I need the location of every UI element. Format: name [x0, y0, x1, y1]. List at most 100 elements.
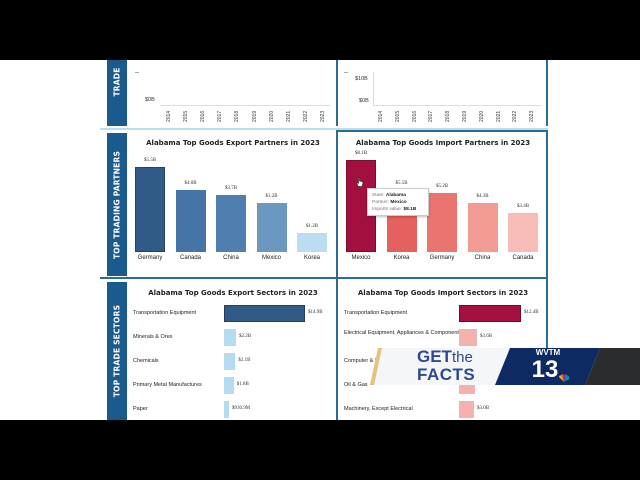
import-trend-xtick-2017: 2017	[428, 110, 435, 122]
get-the-facts-logo: GETthe FACTS	[417, 348, 475, 383]
export-trend-baseline	[160, 105, 330, 106]
import-trend-xtick-2014: 2014	[378, 110, 384, 122]
export-partners-bar-0	[135, 167, 165, 252]
export-sectors-value-label-4: $930.9M	[232, 406, 251, 411]
export-partners-bar-1	[175, 190, 206, 252]
import-partners-bar-4	[508, 213, 538, 252]
export-trend-xtick-2023: 2023	[319, 110, 326, 122]
row-band-trade: TRADE	[107, 60, 127, 126]
import-partners-title: Alabama Top Goods Import Partners in 202…	[355, 139, 531, 147]
divider-row1	[100, 128, 548, 130]
chart-tooltip: State: Alabama Partner: Mexico Imports v…	[367, 188, 429, 216]
import-sectors-value-label-4: $3.0B	[477, 406, 490, 411]
import-trend-xtick-2020: 2020	[478, 110, 485, 122]
hand-pointer-icon	[356, 177, 364, 187]
divider-top-center	[336, 60, 338, 126]
tooltip-state-label: State:	[372, 193, 385, 198]
import-sectors-category-label-4: Machinery, Except Electrical	[344, 406, 413, 412]
row-label-trade: TRADE	[112, 67, 122, 97]
export-trend-xtick-2018: 2018	[234, 110, 241, 122]
divider-top-right	[546, 60, 548, 126]
export-partners-title: Alabama Top Goods Export Partners in 202…	[146, 139, 320, 147]
export-sectors-category-label-1: Minerals & Ores	[133, 334, 173, 340]
logo-facts: FACTS	[417, 365, 476, 384]
import-partners-bar-3	[467, 203, 498, 252]
export-partners-bar-2	[216, 194, 246, 252]
import-sectors-value-label-1: $3.6B	[480, 334, 493, 339]
export-sectors-category-label-2: Chemicals	[133, 358, 159, 364]
export-sectors-bar-2	[224, 353, 236, 370]
import-partners-value-label-0: $8.1B	[354, 151, 368, 156]
import-trend-xtick-2015: 2015	[394, 110, 401, 122]
import-partners-value-label-2: $5.2B	[435, 183, 449, 189]
tooltip-partner-row: Partner: Mexico	[372, 199, 424, 206]
row-band-sectors: TOP TRADE SECTORS	[107, 282, 127, 420]
export-sectors-category-label-4: Paper	[133, 406, 148, 412]
export-trend-xtick-2020: 2020	[268, 110, 275, 122]
import-trend-ytick-1: $10B	[355, 76, 368, 82]
lower-third-background	[370, 348, 640, 385]
export-sectors-category-label-0: Transportation Equipment	[133, 310, 197, 316]
export-partners-value-label-1: $4.0B	[184, 181, 197, 187]
export-trend-xtick-2016: 2016	[200, 110, 207, 122]
tooltip-state-row: State: Alabama	[372, 192, 424, 199]
divider-mid-right	[546, 130, 548, 277]
export-trend-xtick-2019: 2019	[251, 110, 258, 122]
export-trend-xtick-2021: 2021	[285, 110, 292, 122]
export-partners-value-label-2: $3.7B	[224, 185, 238, 191]
logo-the: the	[451, 349, 473, 366]
export-trend-ytick-0: $0B	[145, 97, 155, 103]
import-partners-category-label-1: Korea	[393, 255, 410, 261]
export-sectors-value-label-3: $1.8B	[236, 382, 249, 387]
import-partners-category-label-0: Mexico	[351, 255, 371, 261]
divider-bottom-center	[336, 279, 338, 420]
import-trend-xtick-2021: 2021	[495, 110, 502, 122]
tooltip-partner-value: Mexico	[390, 200, 407, 205]
row-band-partners: TOP TRADING PARTNERS	[107, 133, 127, 276]
row-label-sectors: TOP TRADE SECTORS	[112, 304, 122, 398]
export-sectors-category-label-3: Primary Metal Manufactures	[133, 382, 202, 388]
import-sectors-bar-4	[459, 401, 474, 418]
import-sectors-category-label-3: Oil & Gas	[344, 382, 368, 388]
import-trend-baseline	[373, 105, 541, 106]
export-partners-value-label-3: $3.2B	[265, 193, 278, 199]
import-trend-ytick-0: $0B	[359, 98, 369, 104]
export-partners-category-label-1: Canada	[179, 255, 202, 261]
import-partners-category-label-4: Canada	[512, 255, 534, 261]
export-sectors-value-label-2: $2.1B	[238, 358, 251, 363]
import-sectors-category-label-1: Electrical Equipment, Appliances & Compo…	[344, 330, 462, 336]
peacock-icon	[558, 374, 570, 382]
export-partners-bar-3	[256, 202, 287, 252]
export-sectors-value-label-1: $2.2B	[238, 334, 252, 339]
export-sectors-bar-0	[224, 305, 305, 322]
import-partners-value-label-1: $5.5B	[395, 180, 408, 186]
station-logo: WVTM 13	[518, 348, 578, 382]
station-channel-number: 13	[531, 356, 559, 383]
import-trend-yaxis	[373, 72, 374, 106]
export-trend-xtick-2015: 2015	[183, 110, 190, 122]
import-sectors-bar-0	[459, 305, 521, 322]
divider-row1b	[336, 130, 548, 132]
tooltip-value-label: Imports value:	[372, 207, 403, 212]
import-trend-xtick-2023: 2023	[529, 110, 536, 122]
tooltip-value-value: $8.1B	[403, 207, 417, 212]
import-trend-xtick-2019: 2019	[462, 110, 468, 122]
tooltip-value-row: Imports value: $8.1B	[372, 206, 424, 213]
export-trend-xtick-2017: 2017	[217, 110, 224, 122]
export-partners-value-label-4: $1.2B	[305, 224, 319, 230]
import-partners-category-label-2: Germany	[429, 255, 455, 261]
import-sectors-title: Alabama Top Goods Import Sectors in 2023	[357, 289, 529, 297]
import-partners-bar-2	[427, 192, 457, 252]
import-sectors-bar-1	[459, 329, 477, 346]
export-trend-xtick-2014: 2014	[166, 110, 172, 122]
export-trend-xtick-2022: 2022	[302, 110, 309, 122]
export-partners-bar-4	[297, 233, 327, 252]
export-partners-category-label-2: China	[223, 255, 239, 261]
divider-row2	[100, 277, 548, 279]
export-sectors-bar-1	[224, 329, 236, 346]
export-sectors-bar-3	[224, 377, 234, 394]
export-partners-value-label-0: $5.5B	[143, 158, 157, 163]
import-sectors-category-label-0: Transportation Equipment	[344, 310, 408, 316]
import-trend-yticktop	[344, 72, 348, 73]
import-trend-xtick-2016: 2016	[411, 110, 418, 122]
